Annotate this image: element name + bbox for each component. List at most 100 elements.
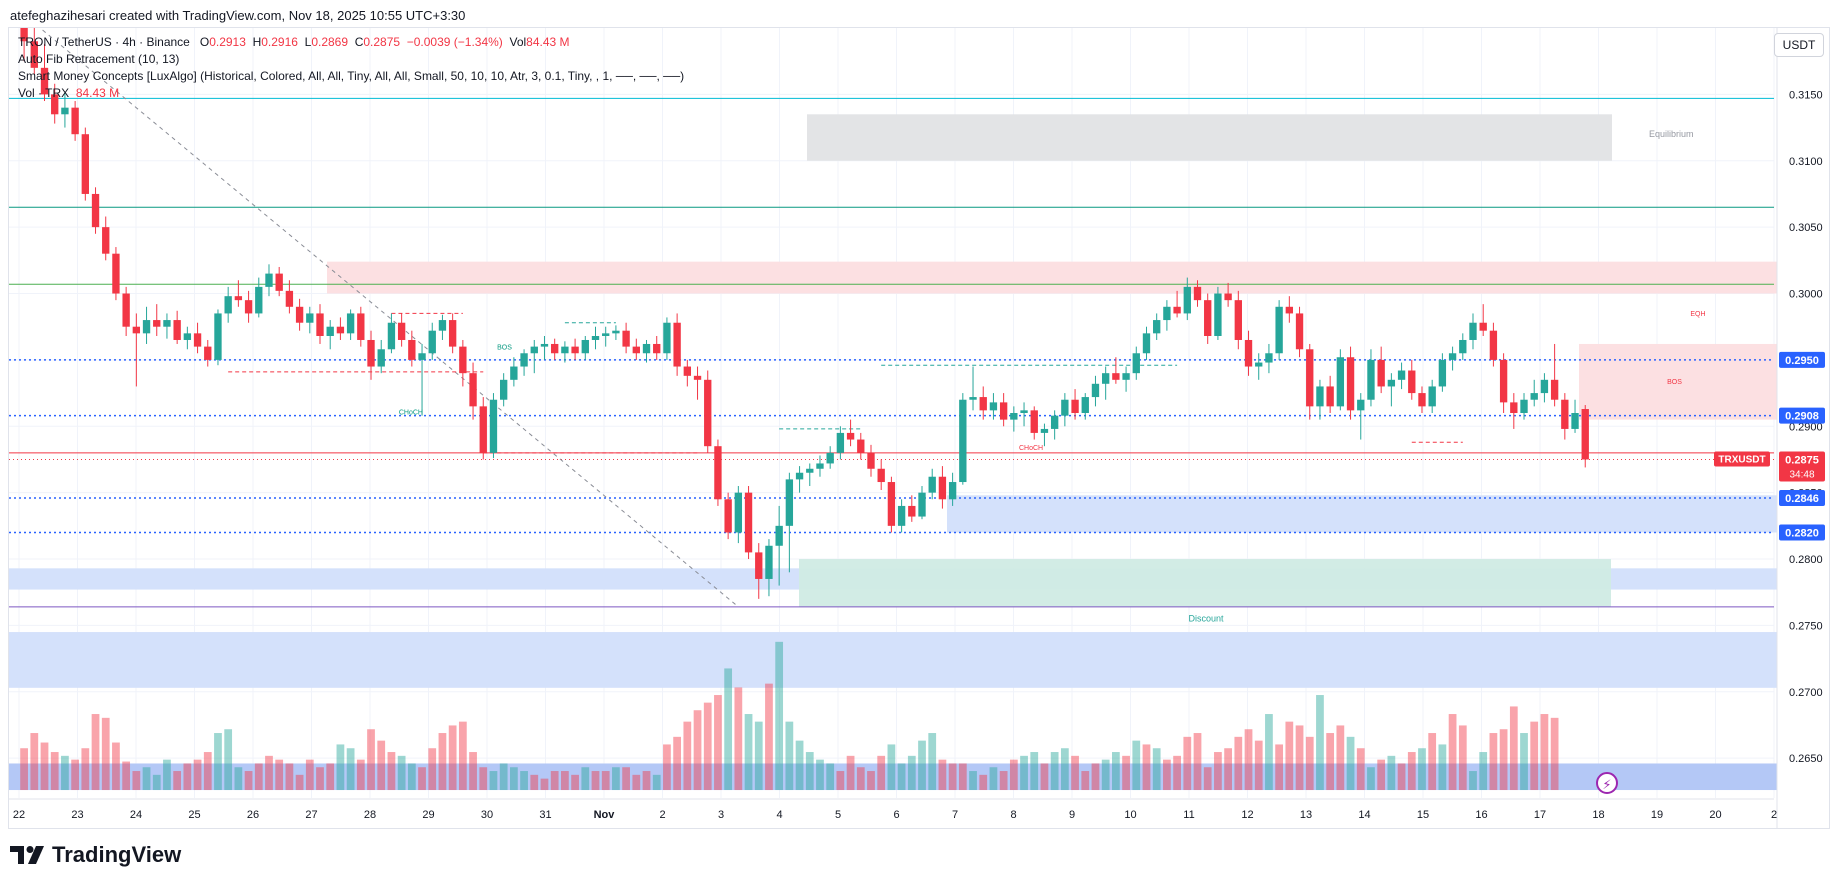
volume-bar <box>1122 755 1130 791</box>
volume-bar <box>40 742 49 791</box>
volume-bar <box>979 774 988 791</box>
volume-bar <box>1305 736 1314 791</box>
candle-body <box>1204 300 1212 336</box>
close-value: 0.2875 <box>363 35 401 49</box>
candle-body <box>1255 362 1263 367</box>
price-chart[interactable]: EQHBOSCHoCHCHoCHCHoCHBOSCHoCHEquilibrium… <box>9 28 1829 828</box>
x-tick-label: 8 <box>1010 809 1016 821</box>
volume-bar <box>1101 759 1110 791</box>
candle-body <box>765 545 773 579</box>
candle-body <box>1499 359 1508 403</box>
candle-body <box>397 322 406 340</box>
volume-bar <box>928 733 937 791</box>
candle-body <box>91 193 100 228</box>
candle-body <box>1101 373 1110 384</box>
volume-bar <box>458 721 467 791</box>
volume-bar <box>479 767 488 791</box>
volume-bar <box>438 733 447 791</box>
volume-value: 84.43 M <box>526 35 570 49</box>
volume-bar <box>428 748 437 791</box>
candle-body <box>693 375 702 380</box>
candle-body <box>1285 306 1294 314</box>
candle-body <box>795 472 804 480</box>
candle-body <box>1571 413 1579 429</box>
candle-body <box>40 67 49 95</box>
volume-bar <box>775 641 784 791</box>
candle-body <box>1153 320 1161 334</box>
indicator-smc[interactable]: Smart Money Concepts [LuxAlgo] (Historic… <box>18 69 685 83</box>
price-badge-label: 0.2846 <box>1785 493 1819 505</box>
candle-body <box>1265 353 1273 363</box>
indicator-fib[interactable]: Auto Fib Retracement (10, 13) <box>18 52 180 66</box>
candle-body <box>448 320 457 347</box>
candle-body <box>1091 383 1100 398</box>
candle-body <box>744 492 753 553</box>
candle-body <box>20 28 28 42</box>
candle-body <box>989 402 998 411</box>
y-tick-label: 0.2700 <box>1789 687 1823 699</box>
high-value: 0.2916 <box>261 35 298 49</box>
volume-bar <box>1193 733 1202 791</box>
volume-bar <box>622 767 630 791</box>
volume-bar <box>1377 759 1386 791</box>
volume-bar <box>346 748 355 791</box>
candle-body <box>755 552 763 579</box>
volume-bar <box>1254 740 1263 791</box>
candle-body <box>1438 359 1447 387</box>
currency-button[interactable]: USDT <box>1774 33 1824 57</box>
volume-bar <box>1244 729 1253 791</box>
candle-body <box>1418 393 1426 407</box>
candle-body <box>1316 386 1324 407</box>
lightning-icon[interactable]: ⚡ <box>1596 772 1618 794</box>
volume-bar <box>581 767 590 791</box>
x-tick-label: 12 <box>1241 809 1253 821</box>
volume-bar <box>877 755 886 791</box>
candle-body <box>1132 353 1140 374</box>
candle-body <box>265 273 273 287</box>
candle-body <box>142 320 151 334</box>
candle-body <box>275 273 283 291</box>
volume-bar <box>561 771 569 791</box>
candle-body <box>551 343 559 354</box>
candle-body <box>1397 370 1406 380</box>
discount-zone <box>799 559 1611 607</box>
low-label: L <box>304 35 312 49</box>
volume-profile-band <box>9 763 1777 791</box>
demand-zone <box>947 495 1777 533</box>
y-tick-label: 0.2650 <box>1789 753 1823 765</box>
candle-body <box>1295 313 1304 350</box>
last-price-badge <box>1779 451 1825 482</box>
candle-body <box>836 432 845 453</box>
volume-bar <box>203 752 212 791</box>
volume-bar <box>1407 752 1416 791</box>
volume-bar <box>1203 767 1212 791</box>
candle-body <box>928 476 936 493</box>
volume-bar <box>958 763 967 791</box>
candle-body <box>704 379 712 447</box>
candle-body <box>734 492 743 533</box>
volume-bar <box>1540 714 1549 791</box>
candle-body <box>438 320 447 331</box>
volume-bar <box>244 771 253 791</box>
price-badge <box>1779 489 1825 506</box>
candle-body <box>602 333 610 336</box>
candle-body <box>673 322 681 367</box>
high-label: H <box>252 35 262 49</box>
candle-body <box>489 399 498 453</box>
volume-bar <box>132 771 141 791</box>
equilibrium-label: Equilibrium <box>1649 129 1694 139</box>
volume-bar <box>1295 725 1304 791</box>
countdown-label: 34:48 <box>1789 469 1814 480</box>
candle-body <box>336 326 345 334</box>
candle-body <box>153 320 161 327</box>
symbol-name[interactable]: TRON / TetherUS · 4h · Binance <box>18 35 190 49</box>
volume-bar <box>1489 733 1498 791</box>
y-tick-label: 0.2800 <box>1789 554 1823 566</box>
candle-body <box>1459 339 1467 354</box>
indicator-volume[interactable]: Vol · TRX 84.43 M <box>18 85 684 102</box>
volume-bar <box>795 740 804 791</box>
candle-body <box>887 482 896 526</box>
x-tick-label: 13 <box>1300 809 1312 821</box>
tradingview-logo[interactable]: TradingView <box>10 842 181 868</box>
volume-bar <box>234 767 243 791</box>
